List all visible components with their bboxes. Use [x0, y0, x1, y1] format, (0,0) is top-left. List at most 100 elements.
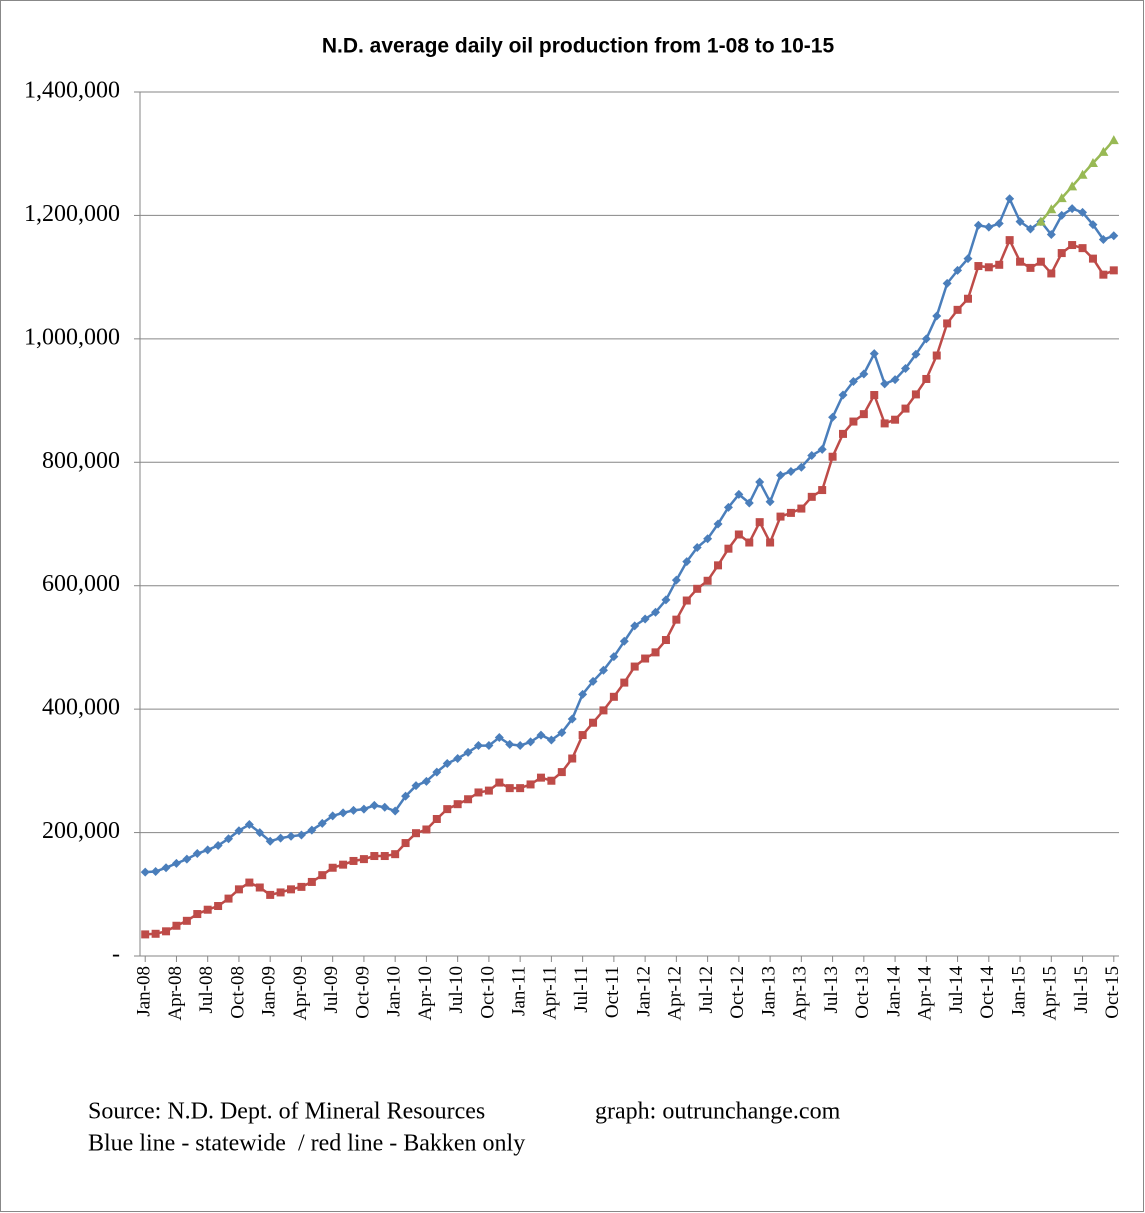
data-point [745, 538, 754, 547]
data-point [265, 836, 275, 846]
x-tick-label: Apr-11 [540, 966, 561, 1020]
data-point [713, 519, 723, 529]
data-point [786, 467, 796, 477]
data-point [203, 905, 212, 914]
data-point [994, 218, 1004, 228]
data-point [391, 850, 400, 859]
data-point [744, 498, 754, 508]
x-tick-label: Oct-15 [1102, 966, 1123, 1019]
data-point [911, 390, 920, 399]
x-tick-label: Oct-08 [227, 966, 248, 1019]
x-tick-label: Oct-14 [977, 966, 998, 1019]
data-point [224, 894, 233, 903]
data-point [380, 852, 389, 861]
data-point [140, 867, 150, 877]
data-point [203, 845, 213, 855]
data-point [943, 319, 952, 328]
data-point [234, 885, 243, 894]
data-point [1047, 269, 1056, 278]
data-point [900, 363, 910, 373]
data-point [838, 390, 848, 400]
data-point [557, 768, 566, 777]
x-tick-label: Jan-14 [883, 966, 904, 1017]
data-point [516, 784, 525, 793]
data-point [766, 538, 775, 547]
data-point [224, 834, 234, 844]
data-point [807, 450, 817, 460]
x-tick-label: Apr-15 [1040, 966, 1061, 1021]
data-point [911, 349, 921, 359]
data-point [755, 518, 764, 527]
data-point [839, 429, 848, 438]
data-point [359, 855, 368, 864]
data-point [817, 444, 827, 454]
chart-title: N.D. average daily oil production from 1… [322, 35, 835, 58]
data-point [182, 916, 191, 925]
data-point [432, 767, 442, 777]
data-point [380, 802, 390, 812]
x-tick-label: Apr-12 [665, 966, 686, 1021]
series-line [145, 195, 1115, 874]
x-tick-label: Jul-11 [571, 966, 592, 1013]
data-point [474, 788, 483, 797]
x-tick-label: Apr-10 [415, 966, 436, 1021]
data-point [328, 863, 337, 872]
data-point [765, 497, 775, 507]
data-point [422, 825, 431, 834]
data-point [214, 902, 223, 911]
data-point [453, 800, 462, 809]
data-point [869, 349, 879, 359]
data-point [1056, 193, 1067, 203]
data-point [640, 614, 650, 624]
data-point [619, 636, 629, 646]
data-point [671, 575, 681, 585]
data-point [630, 662, 639, 671]
data-point [651, 607, 661, 617]
y-tick-label: 1,200,000 [24, 201, 120, 227]
data-point [505, 784, 514, 793]
data-point [463, 747, 473, 757]
x-tick-label: Apr-08 [165, 966, 186, 1021]
data-point [369, 800, 379, 810]
data-point [734, 530, 743, 539]
data-point [318, 871, 327, 880]
data-point [661, 636, 670, 645]
data-point [546, 735, 556, 745]
data-point [578, 689, 588, 699]
data-point [151, 929, 160, 938]
data-point [995, 260, 1004, 269]
data-point [578, 731, 587, 740]
data-point [609, 692, 618, 701]
x-tick-label: Jul-14 [946, 966, 967, 1014]
data-point [296, 830, 306, 840]
data-point [1088, 220, 1098, 230]
data-point [859, 410, 868, 419]
data-point [776, 512, 785, 521]
data-point [932, 311, 942, 321]
data-point [973, 220, 983, 230]
x-tick-label: Apr-14 [915, 966, 936, 1021]
data-point [880, 419, 889, 428]
data-point [714, 561, 723, 570]
data-point [171, 858, 181, 868]
x-tick-label: Oct-10 [477, 966, 498, 1019]
data-point [818, 486, 827, 495]
data-point [984, 263, 993, 272]
y-tick-label: 1,400,000 [24, 78, 120, 104]
data-point [1068, 241, 1077, 250]
x-tick-label: Jul-08 [196, 966, 217, 1014]
data-point [244, 820, 254, 830]
data-point [1036, 257, 1045, 266]
data-point [359, 804, 369, 814]
data-point [1109, 231, 1119, 241]
data-point [890, 375, 900, 385]
data-point [870, 391, 879, 400]
data-point [141, 930, 150, 939]
data-point [443, 805, 452, 814]
data-point [234, 826, 244, 836]
y-tick-label: 600,000 [42, 571, 120, 597]
data-point [672, 615, 681, 624]
data-point [589, 718, 598, 727]
data-point [776, 470, 786, 480]
